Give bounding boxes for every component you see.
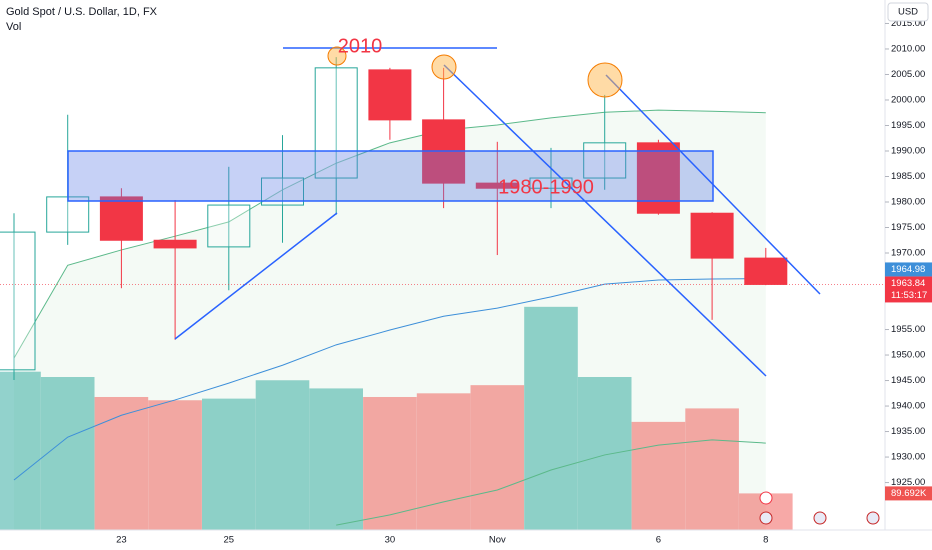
y-tick-label: 1935.00 <box>891 426 925 437</box>
volume-bar <box>202 398 256 530</box>
y-tick-label: 1995.00 <box>891 120 925 131</box>
y-tick-label: 2005.00 <box>891 69 925 80</box>
trend-line <box>443 64 767 377</box>
volume-ma-line <box>336 439 766 526</box>
candle-body <box>153 239 197 249</box>
chart-title: Gold Spot / U.S. Dollar, 1D, FX <box>6 6 158 18</box>
candle-body <box>475 182 519 189</box>
candle-body <box>744 257 788 285</box>
annotation-text: 1980-1990 <box>498 176 594 198</box>
ma-area <box>14 110 766 531</box>
price-label-box <box>885 276 932 303</box>
volume-bar <box>148 400 202 530</box>
countdown-label: 11:53:17 <box>891 290 927 301</box>
currency-label: USD <box>898 7 918 18</box>
x-tick-label: 30 <box>385 535 396 546</box>
ma-value-label: 1964.98 <box>891 264 925 275</box>
x-tick-label: 23 <box>116 535 127 546</box>
candle-body <box>207 204 251 248</box>
y-tick-label: 1930.00 <box>891 452 925 463</box>
x-tick-label: 25 <box>224 535 235 546</box>
y-tick-label: 1945.00 <box>891 375 925 386</box>
y-tick-label: 1970.00 <box>891 248 925 259</box>
annotation-text: 2010 <box>338 35 383 57</box>
volume-bar <box>40 377 95 530</box>
volume-bar <box>309 388 363 530</box>
candle-body <box>529 177 573 189</box>
volume-bar <box>685 408 739 530</box>
y-tick-label: 1940.00 <box>891 401 925 412</box>
ma-label-box <box>885 262 932 277</box>
y-tick-label: 1980.00 <box>891 197 925 208</box>
volume-bar <box>577 377 632 530</box>
candle-body <box>368 69 412 121</box>
volume-bar <box>0 371 41 530</box>
plot-area <box>0 57 885 531</box>
candle-body <box>46 196 90 233</box>
volume-label-box <box>885 486 932 501</box>
trend-line <box>605 74 821 295</box>
y-tick-label: 2010.00 <box>891 43 925 54</box>
volume-bar <box>524 306 578 530</box>
candle-body <box>0 231 36 371</box>
y-tick-label: 1985.00 <box>891 171 925 182</box>
x-tick-label: Nov <box>489 535 506 546</box>
x-tick-label: 8 <box>763 535 768 546</box>
y-tick-label: 1950.00 <box>891 350 925 361</box>
candle-body <box>99 196 143 241</box>
y-tick-label: 2000.00 <box>891 94 925 105</box>
candle-body <box>314 67 358 179</box>
flag-icon[interactable] <box>759 511 773 525</box>
volume-bar <box>94 396 149 530</box>
flag-icon[interactable] <box>866 511 880 525</box>
highlight-circle <box>587 62 623 98</box>
last-price-label: 1963.84 <box>891 278 925 289</box>
price-axis: 1925.00 1930.00 1935.00 1940.00 1945.00 1950.… <box>885 18 925 488</box>
y-tick-label: 1990.00 <box>891 146 925 157</box>
flag-icon[interactable] <box>813 511 827 525</box>
chart-subtitle: Vol <box>6 21 21 33</box>
currency-button[interactable] <box>887 2 929 22</box>
x-tick-label: 6 <box>656 535 661 546</box>
volume-bar <box>255 380 310 530</box>
y-tick-label: 2015.00 <box>891 18 925 29</box>
y-tick-label: 1925.00 <box>891 477 925 488</box>
volume-bar <box>470 385 525 530</box>
volume-bar <box>363 396 417 530</box>
highlight-circle <box>327 46 347 66</box>
volume-value-label: 89.692K <box>891 488 927 499</box>
zone-rectangle <box>67 150 714 202</box>
volume-bar <box>416 393 471 530</box>
ma-line <box>13 278 766 481</box>
trend-line <box>174 212 338 340</box>
candle-body <box>690 212 734 259</box>
event-icon[interactable] <box>759 491 773 505</box>
y-tick-label: 1955.00 <box>891 324 925 335</box>
candle-body <box>583 142 627 179</box>
y-tick-label: 1975.00 <box>891 222 925 233</box>
highlight-circle <box>431 54 457 80</box>
volume-bar <box>631 421 686 530</box>
